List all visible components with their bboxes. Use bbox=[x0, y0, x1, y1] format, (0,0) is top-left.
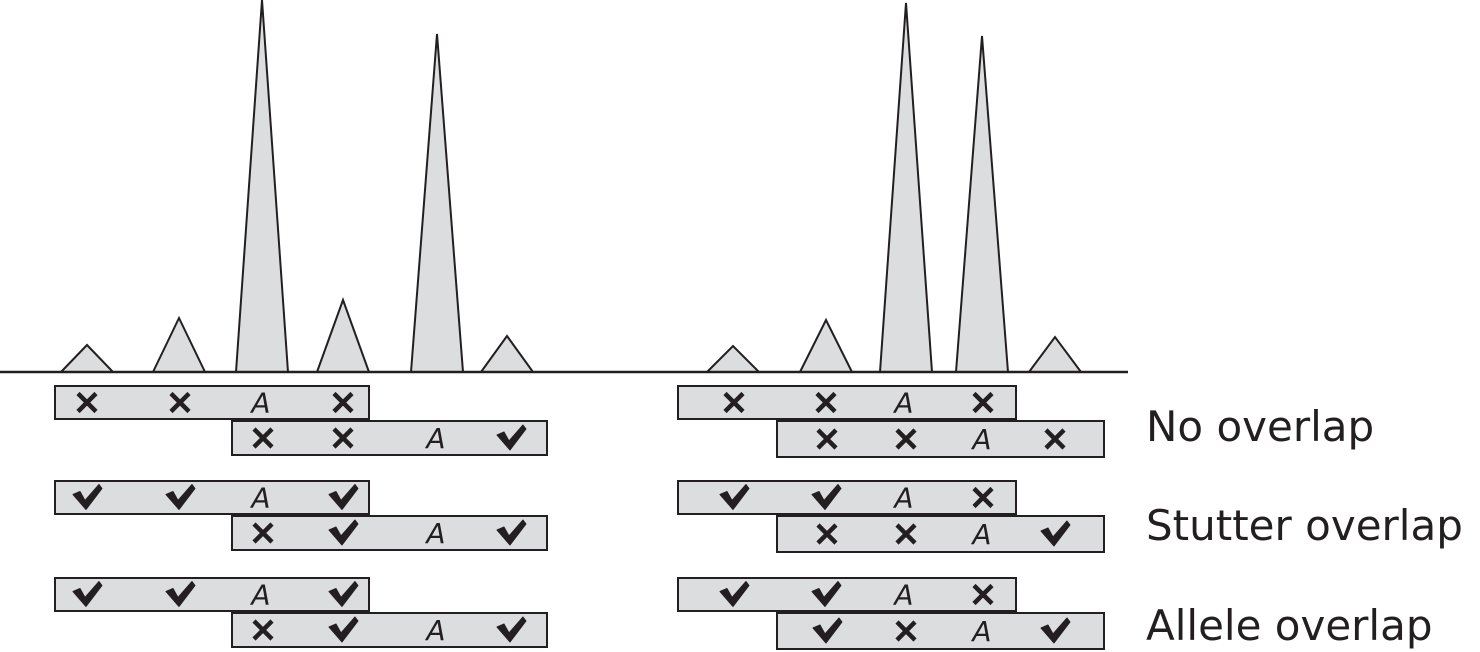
cross-icon-p1-r1-second-1 bbox=[252, 427, 274, 449]
check-icon-p1-r3-first-2 bbox=[165, 581, 196, 607]
window-box-p2-r1-second bbox=[776, 420, 1105, 458]
check-icon-p2-r3-second-1 bbox=[812, 617, 843, 644]
window-box-p1-r2-second bbox=[231, 515, 548, 551]
cross-icon-p2-r1-first-4 bbox=[972, 391, 994, 414]
check-icon-p2-r2-second-4 bbox=[1040, 520, 1071, 547]
peak-tall-p2-4 bbox=[954, 35, 1010, 373]
check-icon-p1-r3-first-4 bbox=[328, 581, 359, 607]
cross-icon-p2-r3-second-2 bbox=[895, 620, 917, 642]
allele-label-p1-r1-second-3: A bbox=[424, 422, 445, 455]
allele-label-p1-r1-first-3: A bbox=[249, 387, 270, 420]
window-box-p1-r3-first bbox=[54, 577, 370, 612]
check-icon-p1-r2-first-4 bbox=[328, 484, 359, 510]
cross-icon-p1-r3-second-1 bbox=[252, 619, 274, 641]
cross-icon-p1-r1-first-1 bbox=[76, 391, 98, 414]
cross-icon-p2-r3-first-4 bbox=[972, 583, 994, 606]
peak-small-p2-1 bbox=[704, 344, 762, 373]
allele-label-p2-r2-second-3: A bbox=[970, 518, 991, 551]
allele-label-p1-r2-first-3: A bbox=[249, 482, 270, 515]
check-icon-p2-r3-first-1 bbox=[719, 581, 750, 607]
check-icon-p2-r2-first-2 bbox=[811, 484, 842, 510]
check-icon-p2-r2-first-1 bbox=[719, 484, 750, 510]
allele-label-p2-r1-second-3: A bbox=[970, 423, 991, 456]
cross-icon-p1-r1-second-2 bbox=[332, 427, 354, 449]
cross-icon-p2-r1-first-2 bbox=[815, 391, 837, 414]
peak-medium-p2-2 bbox=[798, 317, 854, 373]
check-icon-p1-r2-first-1 bbox=[72, 484, 103, 510]
check-icon-p1-r2-first-2 bbox=[165, 484, 196, 510]
peak-small-p1-6 bbox=[479, 334, 535, 373]
window-box-p1-r1-first bbox=[54, 385, 370, 420]
check-icon-p1-r1-second-4 bbox=[496, 424, 527, 451]
check-icon-p1-r2-second-4 bbox=[496, 519, 527, 546]
window-box-p1-r3-second bbox=[231, 612, 548, 648]
peak-medium-p1-2 bbox=[151, 315, 207, 373]
peak-tall-p2-3 bbox=[878, 2, 934, 373]
allele-label-p2-r2-first-3: A bbox=[892, 482, 913, 515]
row-label-stutter-overlap: Stutter overlap bbox=[1146, 501, 1463, 550]
row-label-no-overlap: No overlap bbox=[1146, 402, 1375, 451]
peak-small-p1-1 bbox=[58, 343, 116, 373]
check-icon-p1-r2-second-2 bbox=[328, 519, 359, 546]
cross-icon-p1-r1-first-2 bbox=[169, 391, 191, 414]
cross-icon-p1-r1-first-4 bbox=[332, 391, 354, 414]
row-label-allele-overlap: Allele overlap bbox=[1146, 601, 1433, 650]
cross-icon-p2-r2-first-4 bbox=[972, 486, 994, 509]
check-icon-p2-r3-second-4 bbox=[1040, 617, 1071, 644]
cross-icon-p2-r1-second-1 bbox=[816, 428, 838, 450]
check-icon-p1-r3-second-4 bbox=[496, 616, 527, 643]
check-icon-p1-r3-first-1 bbox=[72, 581, 103, 607]
cross-icon-p2-r1-second-2 bbox=[895, 428, 917, 450]
cross-icon-p2-r1-first-1 bbox=[723, 391, 745, 414]
allele-label-p1-r2-second-3: A bbox=[424, 517, 445, 550]
cross-icon-p2-r1-second-4 bbox=[1044, 428, 1066, 450]
window-box-p2-r1-first bbox=[677, 385, 1017, 420]
peak-tall-p1-5 bbox=[409, 33, 465, 373]
peak-small-p2-5 bbox=[1027, 335, 1083, 373]
cross-icon-p1-r2-second-1 bbox=[252, 522, 274, 544]
check-icon-p2-r3-first-2 bbox=[811, 581, 842, 607]
window-box-p1-r2-first bbox=[54, 480, 370, 515]
peak-tall-p1-3 bbox=[234, 0, 290, 373]
cross-icon-p2-r2-second-2 bbox=[895, 523, 917, 545]
allele-label-p1-r3-first-3: A bbox=[249, 579, 270, 612]
allele-label-p2-r3-second-3: A bbox=[970, 615, 991, 648]
allele-label-p2-r1-first-3: A bbox=[892, 387, 913, 420]
peak-medium-p1-4 bbox=[315, 297, 371, 373]
window-box-p2-r3-second bbox=[776, 612, 1105, 650]
check-icon-p1-r3-second-2 bbox=[328, 616, 359, 643]
window-box-p1-r1-second bbox=[231, 420, 548, 456]
allele-label-p2-r3-first-3: A bbox=[892, 579, 913, 612]
cross-icon-p2-r2-second-1 bbox=[816, 523, 838, 545]
allele-label-p1-r3-second-3: A bbox=[424, 614, 445, 647]
